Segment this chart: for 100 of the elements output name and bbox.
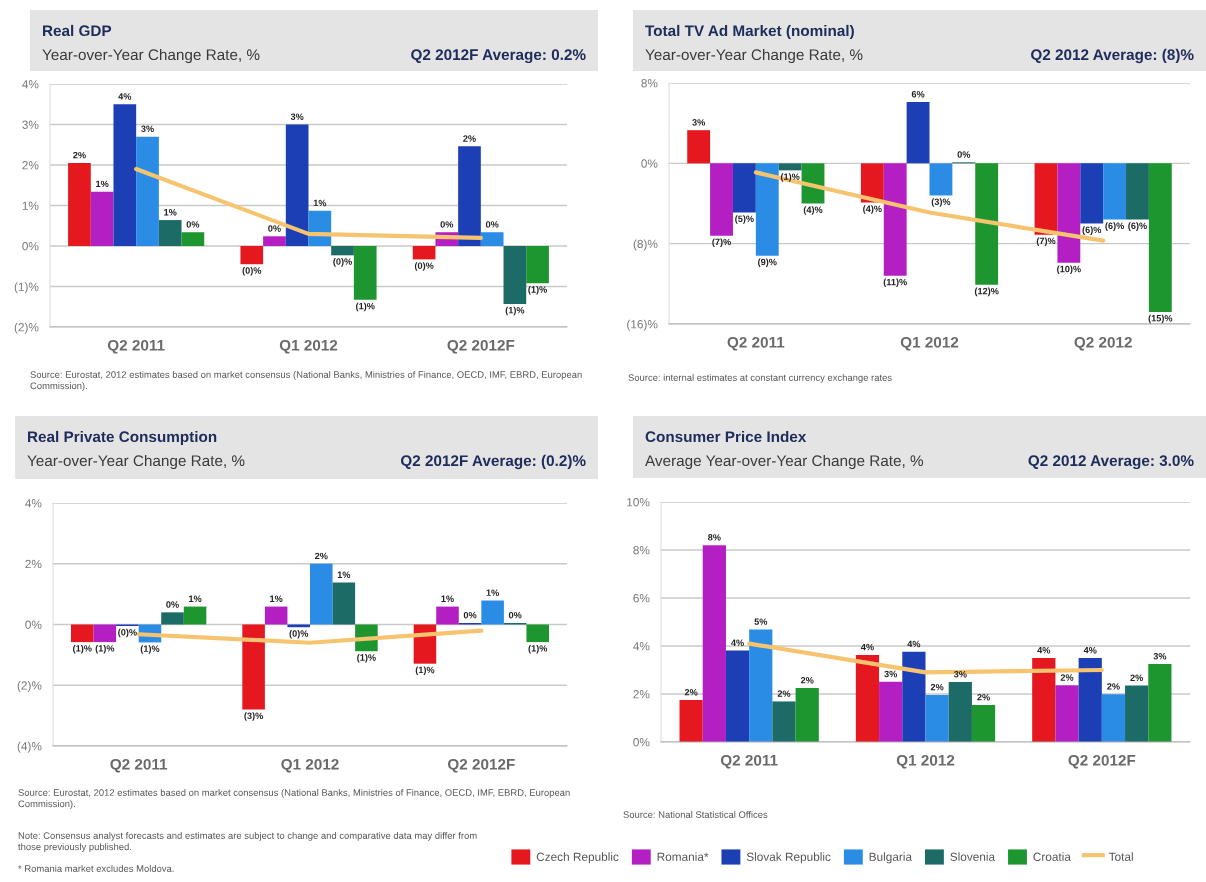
data-label: 0% xyxy=(268,225,281,232)
data-label: 1% xyxy=(189,595,202,602)
bar xyxy=(412,246,436,260)
source-note: Source: Eurostat, 2012 estimates based on market consensus (National Banks, Ministries of Finance, OECD, IMF, EBRD, European Commission). xyxy=(30,371,582,391)
data-label: (1)% xyxy=(73,644,92,654)
y-tick-label: 0% xyxy=(633,738,650,747)
data-label: 2% xyxy=(314,552,328,560)
data-label: 0% xyxy=(957,151,971,158)
data-label: (0)% xyxy=(242,267,262,276)
source-note: Source: internal estimates at constant currency exchange rates xyxy=(628,374,892,383)
bar xyxy=(503,246,527,304)
data-label: (7)% xyxy=(1036,237,1056,246)
data-label: (1)% xyxy=(356,302,375,312)
chart-subtitle: Year-over-Year Change Rate, % xyxy=(27,454,245,470)
bar xyxy=(90,191,114,246)
bar xyxy=(70,624,94,643)
bar xyxy=(971,705,996,742)
y-tick-label: 0% xyxy=(641,159,658,168)
bar xyxy=(732,163,756,213)
data-label: 8% xyxy=(708,534,721,541)
legend-label: Slovenia xyxy=(950,852,996,861)
bar xyxy=(183,606,207,625)
data-label: 1% xyxy=(96,180,109,188)
data-label: 0% xyxy=(186,221,200,228)
data-label: (1)% xyxy=(505,306,525,316)
bar xyxy=(1034,163,1058,235)
bar xyxy=(181,232,205,246)
bar xyxy=(68,162,91,246)
bar xyxy=(710,163,733,236)
bar xyxy=(331,246,354,256)
legend-label: Czech Republic xyxy=(536,852,619,864)
y-tick-label: (2)% xyxy=(17,680,42,692)
data-label: (6)% xyxy=(1105,222,1125,231)
data-label: 3% xyxy=(290,113,304,120)
bar xyxy=(687,130,711,164)
data-label: (4)% xyxy=(803,206,823,215)
data-label: (1)% xyxy=(415,666,435,676)
bar xyxy=(929,163,953,196)
x-tick-label: Q2 2011 xyxy=(720,754,778,769)
data-label: (3)% xyxy=(244,712,264,721)
data-label: (1)% xyxy=(528,286,547,295)
chart-subtitle: Year-over-Year Change Rate, % xyxy=(645,48,863,64)
y-tick-label: 1% xyxy=(22,201,39,210)
legend-label: Total xyxy=(1108,852,1133,861)
bar xyxy=(1078,658,1102,742)
data-label: (15)% xyxy=(1148,314,1173,324)
bar xyxy=(436,606,459,625)
data-label: 4% xyxy=(118,93,132,100)
x-tick-label: Q2 2012F xyxy=(447,339,515,354)
bar xyxy=(902,651,926,742)
data-label: 1% xyxy=(486,589,499,596)
bar xyxy=(702,545,726,742)
bar xyxy=(906,102,930,164)
bar xyxy=(1103,163,1127,220)
data-label: 0% xyxy=(485,221,499,228)
data-label: 1% xyxy=(441,595,454,602)
data-label: (0)% xyxy=(118,628,137,638)
data-label: 6% xyxy=(911,91,925,98)
y-tick-label: (1)% xyxy=(14,282,39,294)
bar xyxy=(879,681,903,742)
bar xyxy=(1080,163,1104,224)
bar xyxy=(161,612,184,625)
y-tick-label: 8% xyxy=(641,79,658,88)
data-label: 4% xyxy=(1037,646,1051,654)
data-label: 2% xyxy=(684,688,698,696)
bar xyxy=(136,136,159,246)
data-label: 3% xyxy=(884,670,898,678)
data-label: (1)% xyxy=(95,644,115,654)
y-tick-label: 2% xyxy=(25,559,42,569)
bar xyxy=(264,606,288,625)
legend-label: Croatia xyxy=(1033,852,1071,861)
chart-subtitle: Average Year-over-Year Change Rate, % xyxy=(645,454,924,470)
data-label: (0)% xyxy=(289,630,309,639)
bar xyxy=(332,582,356,625)
data-label: (12)% xyxy=(974,287,999,297)
data-label: 1% xyxy=(337,571,351,578)
data-label: 1% xyxy=(164,209,177,216)
text: Q2 2012 Average: (8)% xyxy=(1031,48,1194,64)
data-label: 4% xyxy=(1083,646,1097,654)
bar xyxy=(240,246,264,265)
data-label: (3)% xyxy=(931,198,951,207)
bar xyxy=(158,220,182,246)
bar xyxy=(749,629,773,742)
bar xyxy=(242,624,265,710)
x-tick-label: Q2 2012F xyxy=(1068,754,1136,769)
bar xyxy=(1125,685,1149,742)
x-tick-label: Q2 2011 xyxy=(107,339,165,354)
legend-label: Romania* xyxy=(657,852,709,861)
text: Note: Consensus analyst forecasts and estimates are subject to change and comparative data may differ from those previously published. xyxy=(18,832,477,852)
x-tick-label: Q2 2011 xyxy=(110,758,168,773)
y-tick-label: 10% xyxy=(627,498,650,507)
data-label: 2% xyxy=(463,135,476,142)
bar xyxy=(310,563,333,625)
x-tick-label: Q1 2012 xyxy=(896,754,955,769)
data-label: 2% xyxy=(930,683,944,691)
bar xyxy=(679,700,703,742)
bar xyxy=(725,650,750,742)
bar xyxy=(755,163,779,256)
data-label: (6)% xyxy=(1082,226,1102,235)
legend-label: Slovak Republic xyxy=(746,852,831,864)
